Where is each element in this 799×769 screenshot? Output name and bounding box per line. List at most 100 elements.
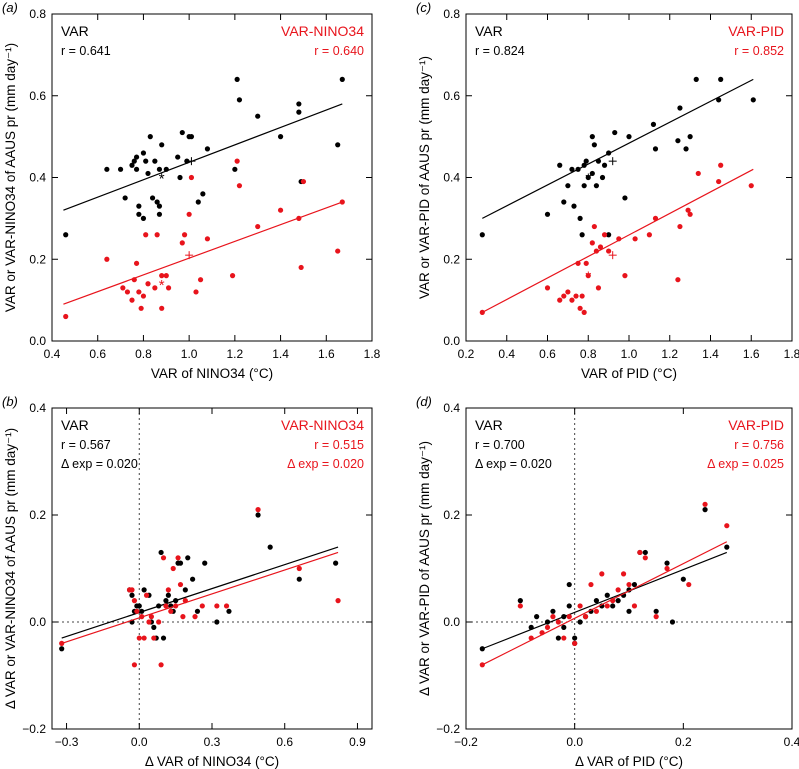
data-point	[170, 565, 176, 572]
data-point	[544, 285, 551, 291]
data-point	[296, 576, 302, 582]
data-point	[593, 608, 600, 614]
data-point	[631, 603, 638, 609]
mean-star-marker: *	[585, 171, 591, 188]
data-point	[664, 565, 670, 572]
data-point	[646, 232, 652, 238]
data-point	[724, 544, 730, 550]
data-point	[479, 662, 485, 668]
data-point	[163, 273, 169, 279]
regression-line	[61, 551, 339, 644]
data-point	[610, 603, 616, 609]
data-point	[159, 273, 165, 279]
data-point	[136, 211, 142, 217]
panel-label: (b)	[2, 394, 18, 409]
data-point	[143, 158, 149, 164]
delta-exp-stat: Δ exp = 0.025	[707, 457, 784, 471]
data-point	[669, 619, 676, 625]
data-point	[632, 236, 638, 242]
data-point	[156, 603, 162, 609]
data-point	[140, 293, 147, 299]
x-tick-label: −0.3	[55, 735, 79, 749]
data-point	[683, 146, 689, 152]
data-point	[687, 134, 693, 140]
data-point	[615, 598, 621, 604]
data-point	[561, 624, 567, 630]
data-point	[296, 565, 302, 572]
data-point	[612, 129, 618, 136]
y-tick-label: 0.4	[443, 401, 460, 415]
regression-line	[63, 201, 343, 305]
data-point	[680, 576, 686, 582]
data-point	[750, 97, 756, 103]
data-point	[716, 178, 722, 185]
y-tick-label: 0.0	[443, 615, 460, 629]
data-point	[606, 232, 612, 238]
y-tick-label: 0.6	[443, 89, 460, 103]
correlation-stat: r = 0.567	[61, 438, 111, 452]
data-point	[622, 273, 628, 279]
data-point	[604, 592, 610, 598]
data-point	[120, 285, 126, 291]
data-point	[136, 603, 142, 609]
data-point	[339, 199, 345, 205]
data-point	[572, 635, 578, 641]
data-point	[677, 223, 683, 230]
x-tick-label: 0.6	[539, 347, 556, 361]
series-name: VAR	[475, 417, 503, 433]
data-point	[604, 603, 610, 609]
data-point	[566, 603, 572, 609]
correlation-stat: r = 0.515	[314, 438, 364, 452]
delta-exp-stat: Δ exp = 0.020	[475, 457, 552, 471]
mean-star-marker: *	[159, 277, 165, 294]
data-point	[148, 614, 154, 620]
data-point	[129, 162, 135, 168]
data-point	[298, 264, 304, 271]
data-point	[154, 232, 160, 238]
x-axis-label: VAR of PID (°C)	[581, 366, 677, 381]
data-point	[141, 587, 147, 593]
data-point	[569, 166, 575, 172]
data-point	[296, 215, 302, 221]
data-point	[133, 166, 140, 172]
data-point	[589, 134, 595, 140]
data-point	[686, 581, 692, 588]
y-axis-label: Δ VAR or VAR-NINO34 of AAUS pr (mm day⁻¹…	[3, 428, 18, 709]
data-point	[595, 285, 602, 291]
data-point	[267, 544, 273, 550]
data-point	[631, 581, 638, 588]
data-point	[579, 232, 585, 238]
regression-line	[482, 78, 754, 219]
data-point	[718, 162, 724, 168]
data-point	[695, 170, 701, 177]
data-point	[179, 129, 185, 136]
data-point	[693, 76, 699, 82]
data-point	[188, 134, 195, 140]
data-point	[143, 232, 149, 238]
data-point	[193, 289, 199, 295]
data-point	[199, 603, 205, 609]
x-tick-label: 1.0	[621, 347, 638, 361]
data-point	[561, 614, 567, 620]
data-point	[517, 598, 523, 604]
series-name: VAR-PID	[728, 23, 784, 39]
data-point	[192, 614, 198, 620]
data-point	[165, 587, 171, 593]
data-point	[557, 162, 563, 168]
data-point	[575, 260, 581, 266]
x-axis-label: VAR of NINO34 (°C)	[151, 366, 273, 381]
y-tick-label: 0.0	[443, 334, 460, 348]
data-point	[117, 166, 124, 172]
data-point	[585, 273, 591, 279]
y-tick-label: 0.2	[443, 508, 460, 522]
x-tick-label: 0.2	[675, 735, 692, 749]
data-point	[581, 162, 587, 168]
data-point	[687, 211, 693, 217]
correlation-stat: r = 0.824	[475, 44, 525, 58]
correlation-stat: r = 0.756	[734, 438, 784, 452]
panel-label: (c)	[416, 0, 431, 15]
series-name: VAR	[475, 23, 503, 39]
data-point	[232, 166, 238, 172]
data-point	[165, 285, 172, 291]
